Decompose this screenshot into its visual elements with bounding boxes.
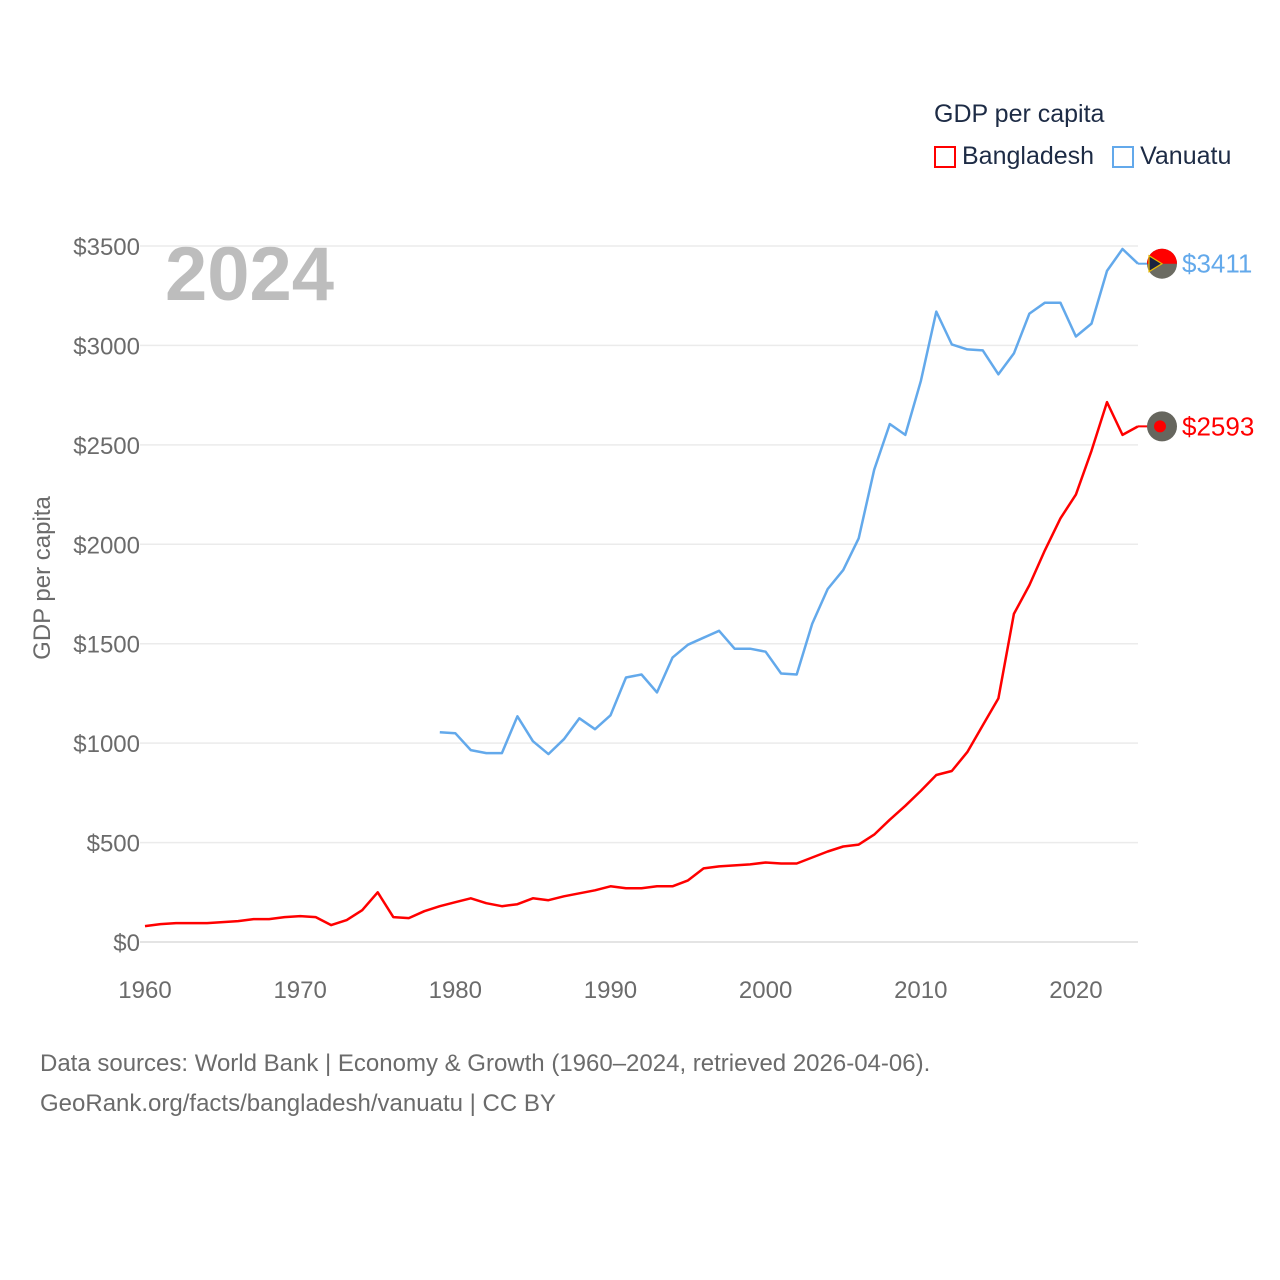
y-tick-label: $500 bbox=[87, 831, 140, 858]
end-value-label-vanuatu: $3411 bbox=[1182, 249, 1252, 279]
legend-swatch-bangladesh bbox=[934, 145, 956, 168]
legend-item-vanuatu[interactable]: Vanuatu bbox=[1112, 142, 1231, 171]
y-tick-label: $1500 bbox=[73, 632, 140, 659]
x-tick-label: 1980 bbox=[429, 977, 482, 1004]
legend-label-bangladesh: Bangladesh bbox=[962, 142, 1095, 170]
legend-item-bangladesh[interactable]: Bangladesh bbox=[934, 142, 1094, 171]
x-tick-label: 1970 bbox=[273, 977, 326, 1004]
y-tick-label: $3000 bbox=[73, 333, 140, 360]
y-tick-label: $1000 bbox=[73, 731, 140, 758]
series-line-bangladesh bbox=[144, 400, 1139, 928]
x-tick-label: 2000 bbox=[739, 977, 792, 1004]
y-tick-label: $2000 bbox=[73, 532, 140, 559]
bangladesh-flag-disc bbox=[1154, 420, 1166, 433]
vanuatu-flag-triangle bbox=[1148, 254, 1164, 273]
x-tick-label: 2020 bbox=[1049, 977, 1102, 1004]
data-sources-text: Data sources: World Bank | Economy & Gro… bbox=[40, 1050, 931, 1077]
legend: Bangladesh Vanuatu bbox=[934, 142, 1231, 171]
year-label: 2024 bbox=[165, 232, 334, 317]
x-tick-label: 1990 bbox=[584, 977, 637, 1004]
series-line-vanuatu bbox=[439, 247, 1139, 756]
y-tick-label: $0 bbox=[113, 930, 140, 957]
legend-swatch-vanuatu bbox=[1112, 145, 1135, 168]
legend-title: GDP per capita bbox=[934, 100, 1105, 128]
source-url-text: GeoRank.org/facts/bangladesh/vanuatu | C… bbox=[40, 1090, 556, 1117]
end-value-label-bangladesh: $2593 bbox=[1182, 411, 1254, 441]
y-tick-label: $3500 bbox=[73, 234, 140, 261]
footer: Data sources: World Bank | Economy & Gro… bbox=[40, 1044, 930, 1124]
y-axis-label: GDP per capita bbox=[29, 496, 56, 660]
y-tick-label: $2500 bbox=[73, 433, 140, 460]
x-tick-label: 1960 bbox=[118, 977, 171, 1004]
legend-label-vanuatu: Vanuatu bbox=[1140, 142, 1232, 170]
x-tick-label: 2010 bbox=[894, 977, 947, 1004]
